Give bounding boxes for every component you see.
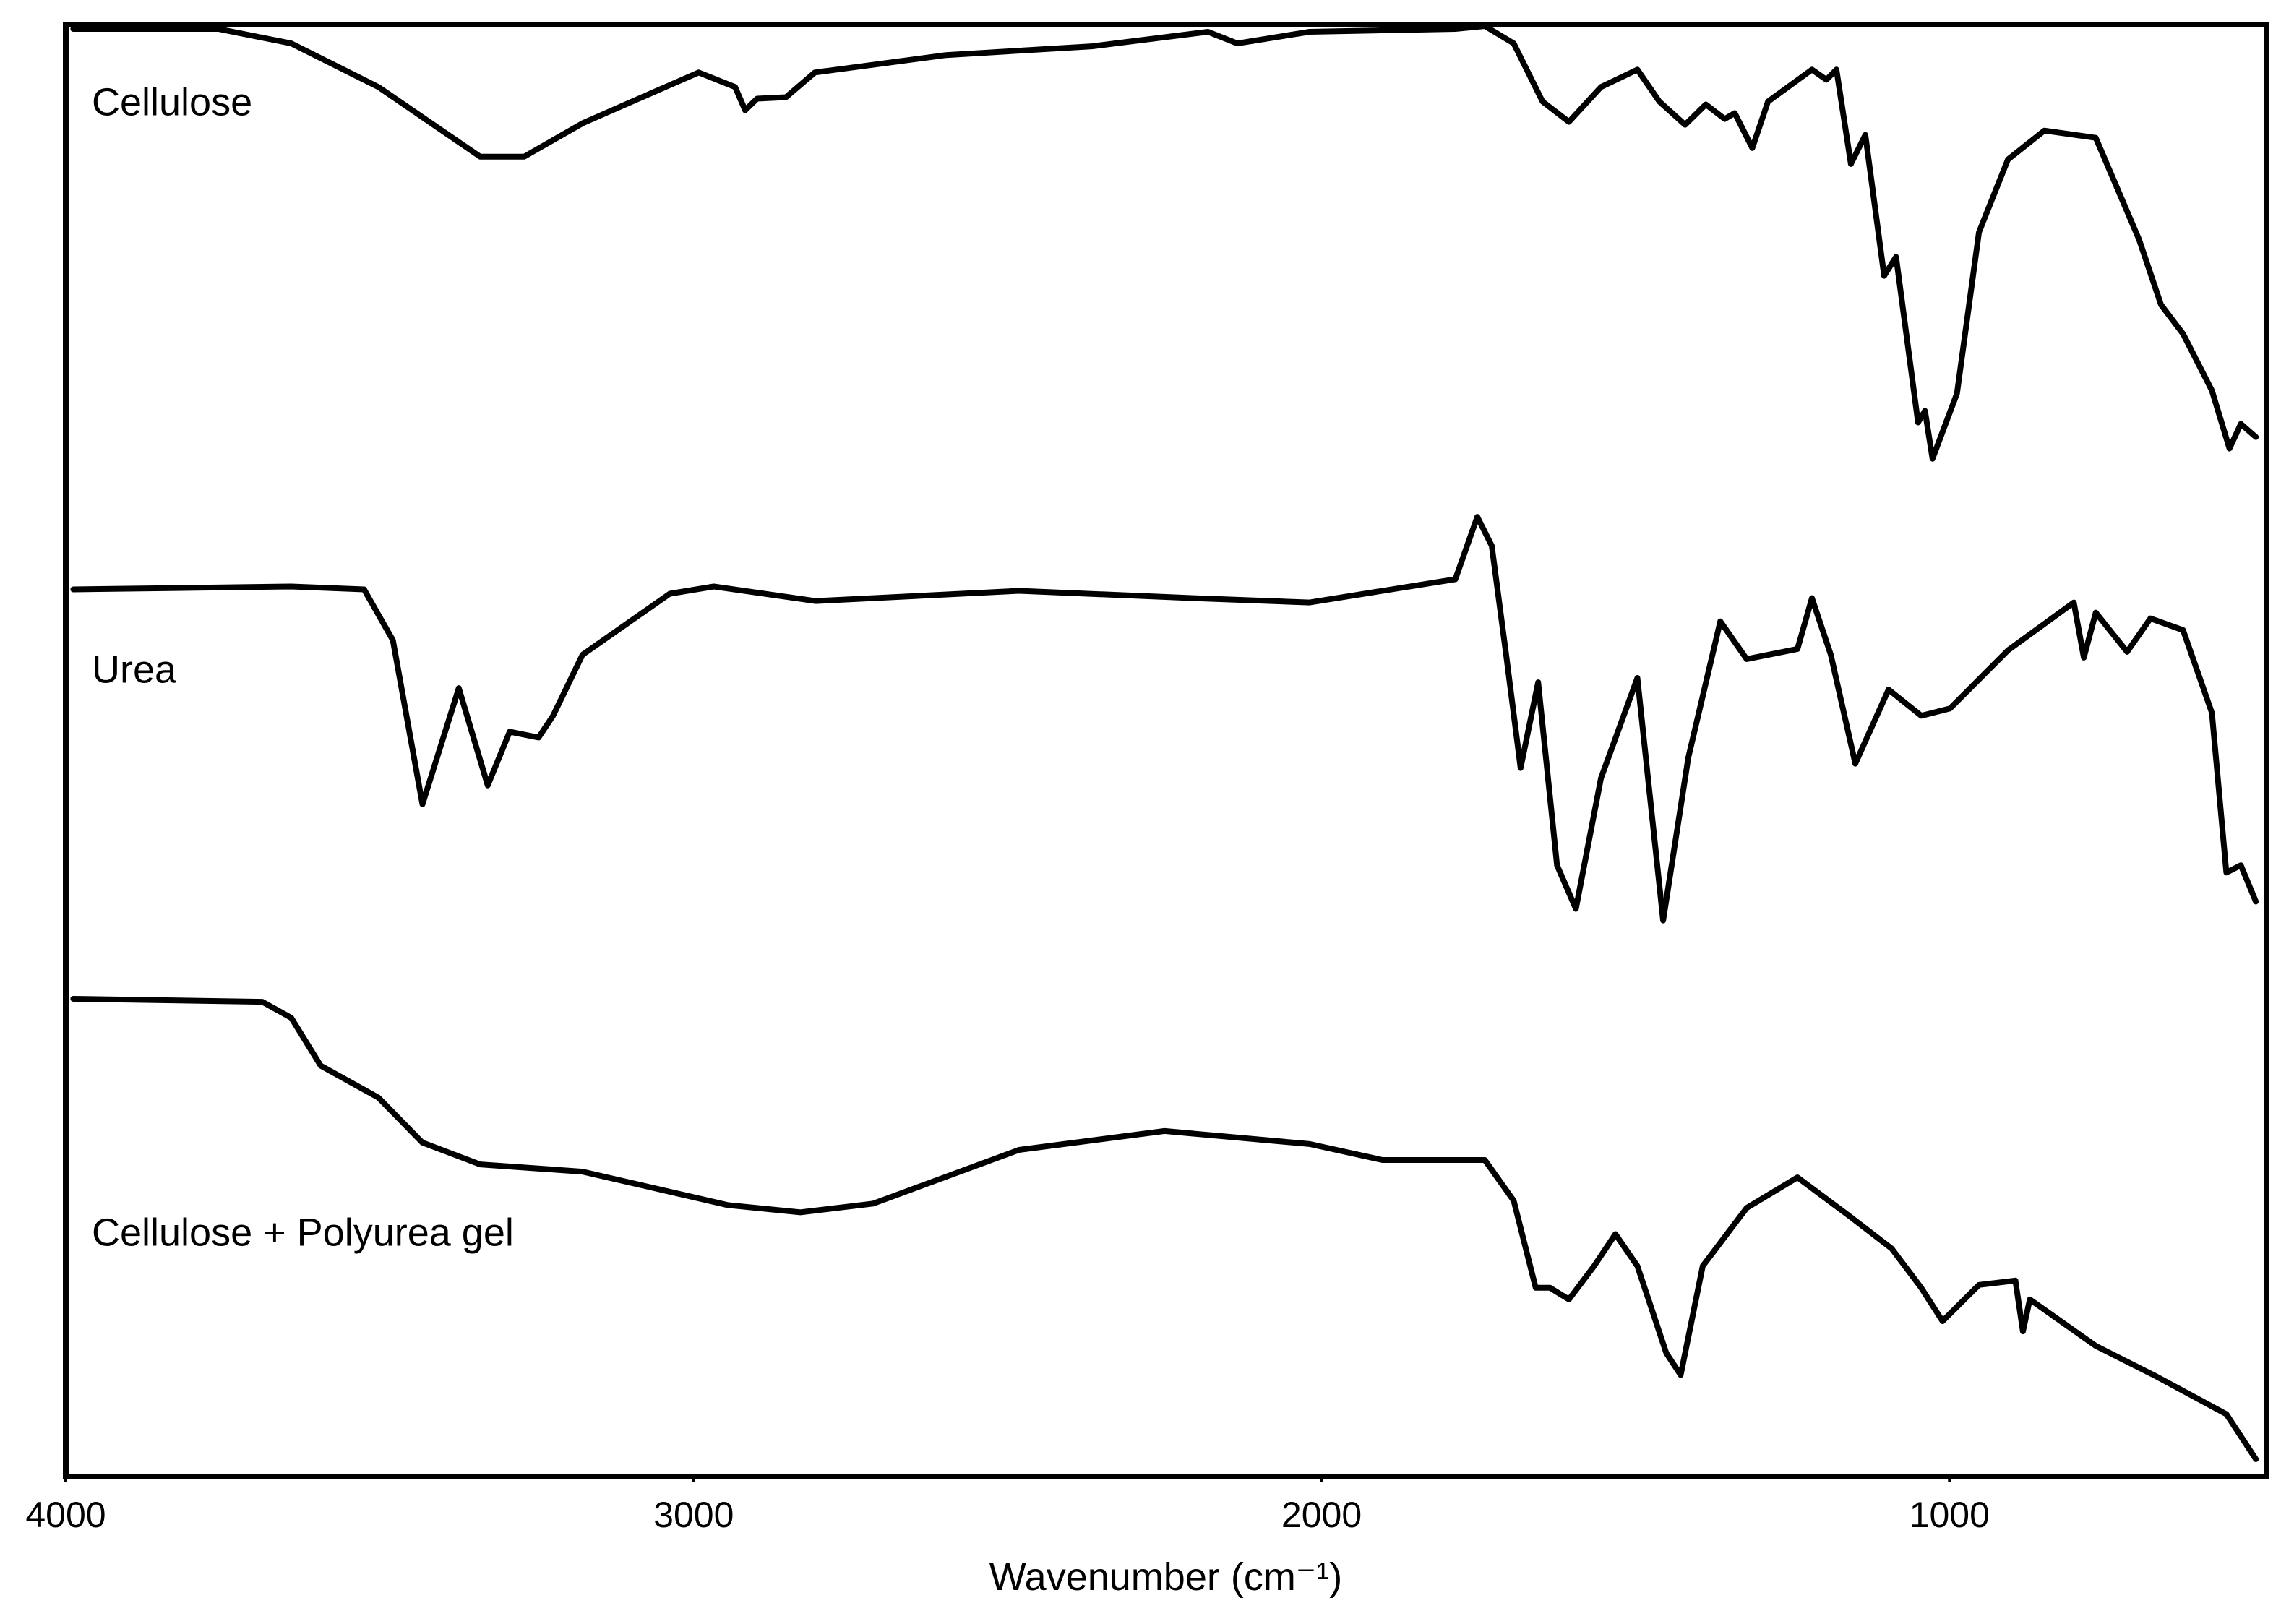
x-tick-label: 2000: [1281, 1495, 1362, 1535]
series-label: Urea: [92, 648, 177, 691]
spectrum-line: [70, 23, 2259, 462]
plot-frame: [63, 22, 2269, 1479]
series-label: Cellulose: [92, 80, 252, 124]
x-tick-label: 4000: [25, 1495, 106, 1535]
x-axis-label: Wavenumber (cm⁻¹): [989, 1555, 1343, 1599]
x-tick-label: 1000: [1910, 1495, 1990, 1535]
x-tick-label: 3000: [653, 1495, 734, 1535]
series-label: Cellulose + Polyurea gel: [92, 1211, 514, 1254]
spectrum-line: [70, 514, 2259, 924]
spectrum-line: [70, 996, 2259, 1462]
